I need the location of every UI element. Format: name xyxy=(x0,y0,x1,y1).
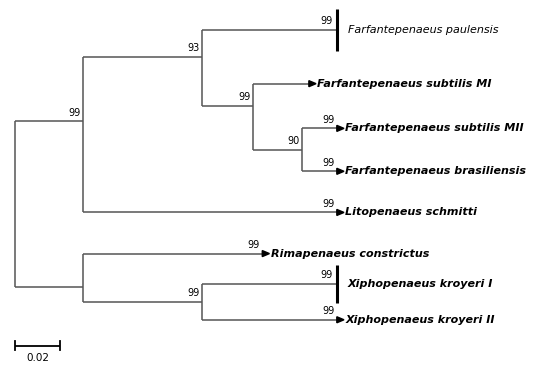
Text: 93: 93 xyxy=(187,43,199,53)
Text: Farfantepenaeus brasiliensis: Farfantepenaeus brasiliensis xyxy=(345,166,526,176)
Text: Farfantepenaeus paulensis: Farfantepenaeus paulensis xyxy=(348,25,498,35)
Text: Xiphopenaeus kroyeri II: Xiphopenaeus kroyeri II xyxy=(345,315,495,325)
Polygon shape xyxy=(262,251,269,257)
Polygon shape xyxy=(337,317,344,323)
Text: 99: 99 xyxy=(321,270,333,280)
Text: 99: 99 xyxy=(248,240,260,250)
Text: 0.02: 0.02 xyxy=(26,354,49,363)
Polygon shape xyxy=(337,209,344,216)
Text: 99: 99 xyxy=(187,288,199,298)
Text: 90: 90 xyxy=(287,136,300,146)
Polygon shape xyxy=(309,81,316,87)
Text: 99: 99 xyxy=(69,108,80,117)
Text: Rimapenaeus constrictus: Rimapenaeus constrictus xyxy=(271,249,429,259)
Polygon shape xyxy=(337,126,344,131)
Text: 99: 99 xyxy=(238,93,251,102)
Text: 99: 99 xyxy=(322,158,334,168)
Text: 99: 99 xyxy=(322,306,334,316)
Text: 99: 99 xyxy=(322,115,334,125)
Text: Xiphopenaeus kroyeri I: Xiphopenaeus kroyeri I xyxy=(348,279,493,289)
Polygon shape xyxy=(337,168,344,174)
Text: Farfantepenaeus subtilis MII: Farfantepenaeus subtilis MII xyxy=(345,123,524,133)
Text: 99: 99 xyxy=(321,16,333,26)
Text: 99: 99 xyxy=(322,199,334,209)
Text: Farfantepenaeus subtilis MI: Farfantepenaeus subtilis MI xyxy=(317,79,492,89)
Text: Litopenaeus schmitti: Litopenaeus schmitti xyxy=(345,208,477,217)
